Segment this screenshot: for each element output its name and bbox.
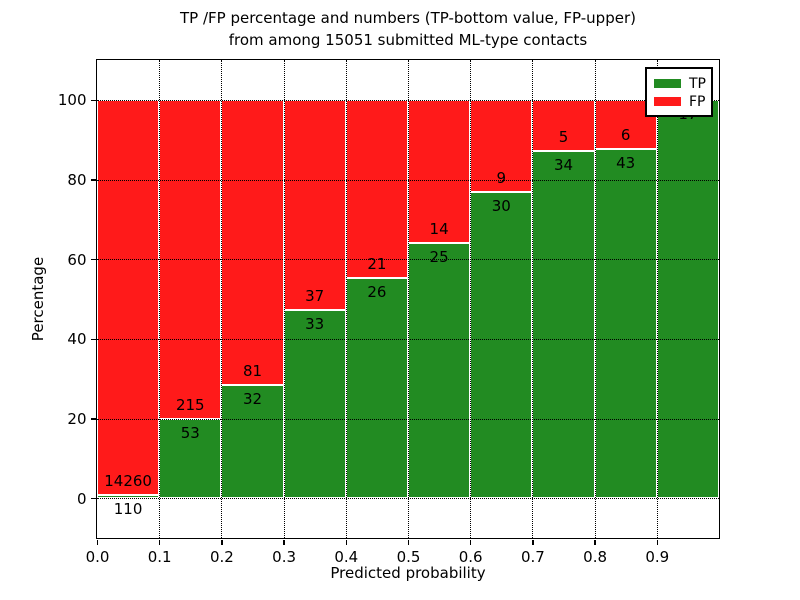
y-tick-mark	[91, 179, 96, 181]
x-gridline	[221, 60, 223, 538]
bar-tp-segment	[470, 191, 533, 499]
y-tick-mark	[91, 418, 96, 420]
fp-count-label: 81	[242, 362, 263, 381]
fp-color-swatch	[654, 97, 681, 106]
fp-count-label: 5	[558, 127, 569, 146]
tp-color-swatch	[654, 79, 681, 88]
fp-count-label: 9	[496, 168, 507, 187]
bar-tp-segment	[159, 419, 222, 499]
tp-count-label: 33	[305, 315, 325, 334]
x-gridline	[159, 60, 161, 538]
tp-count-label: 34	[553, 155, 574, 174]
fp-count-label: 215	[175, 396, 205, 415]
bar-tp-segment	[656, 99, 719, 499]
legend-entry-fp: FP	[647, 93, 711, 110]
x-tick-label: 0.3	[272, 547, 297, 566]
x-gridline	[470, 60, 472, 538]
tp-count-label: 25	[429, 247, 449, 266]
bar-fp-segment	[283, 99, 346, 311]
y-tick-mark	[91, 99, 96, 102]
tp-count-label: 110	[113, 500, 143, 519]
bar-tp-segment	[594, 148, 657, 499]
fp-count-label: 21	[367, 254, 387, 273]
y-tick-mark	[91, 497, 96, 500]
y-tick-mark	[91, 258, 96, 261]
x-tick-mark	[594, 540, 596, 545]
x-tick-mark	[345, 540, 348, 545]
plot-area: 1426011021553813237332126142593053464317	[96, 59, 720, 539]
x-tick-label: 0.1	[147, 547, 172, 566]
x-gridline	[532, 60, 534, 538]
y-tick-mark	[91, 338, 96, 341]
bar-fp-segment	[97, 99, 160, 496]
y-tick-label: 100	[57, 91, 87, 110]
chart-title-line2: from among 15051 submitted ML-type conta…	[228, 31, 588, 49]
x-tick-mark	[656, 540, 659, 545]
bar-tp-segment	[532, 150, 595, 499]
x-tick-mark	[221, 540, 223, 545]
fp-count-label: 14	[429, 219, 449, 238]
x-gridline	[345, 60, 347, 538]
fp-count-label: 6	[620, 125, 631, 144]
x-tick-label: 0.6	[458, 547, 483, 566]
chart-title: TP /FP percentage and numbers (TP-bottom…	[97, 7, 719, 51]
legend: TP FP	[645, 67, 713, 117]
bar-tp-segment	[345, 277, 408, 499]
bar-fp-segment	[532, 99, 595, 151]
chart-title-line1: TP /FP percentage and numbers (TP-bottom…	[180, 9, 636, 27]
x-gridline	[594, 60, 596, 538]
tp-count-label: 26	[367, 282, 387, 301]
fp-count-label: 14260	[104, 472, 152, 491]
tp-count-label: 30	[491, 196, 511, 215]
bar-tp-segment	[97, 495, 160, 499]
x-tick-label: 0.0	[85, 547, 110, 566]
x-tick-mark	[469, 540, 472, 545]
x-tick-label: 0.2	[209, 547, 234, 566]
x-gridline	[656, 60, 658, 538]
tp-count-label: 32	[242, 390, 263, 409]
bar-tp-segment	[221, 385, 284, 499]
x-tick-label: 0.8	[583, 547, 608, 566]
bar-fp-segment	[221, 99, 284, 386]
bar-tp-segment	[283, 310, 346, 499]
legend-label-tp: TP	[689, 75, 706, 92]
x-tick-mark	[158, 540, 161, 545]
x-tick-mark	[532, 540, 534, 545]
x-tick-label: 0.9	[645, 547, 670, 566]
y-tick-label: 80	[67, 171, 87, 189]
x-tick-label: 0.4	[334, 547, 359, 566]
x-tick-mark	[96, 540, 99, 545]
x-gridline	[408, 60, 409, 538]
bar-fp-segment	[345, 99, 408, 278]
x-tick-mark	[283, 540, 285, 545]
x-tick-label: 0.7	[520, 547, 545, 566]
x-tick-label: 0.5	[396, 547, 421, 566]
y-tick-label: 60	[67, 250, 87, 269]
legend-entry-tp: TP	[647, 75, 711, 92]
tp-count-label: 53	[180, 424, 200, 443]
tp-count-label: 43	[616, 153, 636, 172]
x-axis-label: Predicted probability	[330, 564, 486, 582]
bar-fp-segment	[470, 99, 533, 192]
y-tick-label: 20	[67, 410, 87, 428]
y-tick-label: 40	[67, 330, 87, 349]
x-gridline	[283, 60, 285, 538]
y-axis-label: Percentage	[29, 256, 47, 342]
bar-tp-segment	[408, 242, 471, 499]
y-tick-label: 0	[76, 489, 87, 508]
fp-count-label: 37	[305, 287, 325, 306]
legend-label-fp: FP	[689, 93, 706, 110]
x-tick-mark	[407, 540, 410, 545]
